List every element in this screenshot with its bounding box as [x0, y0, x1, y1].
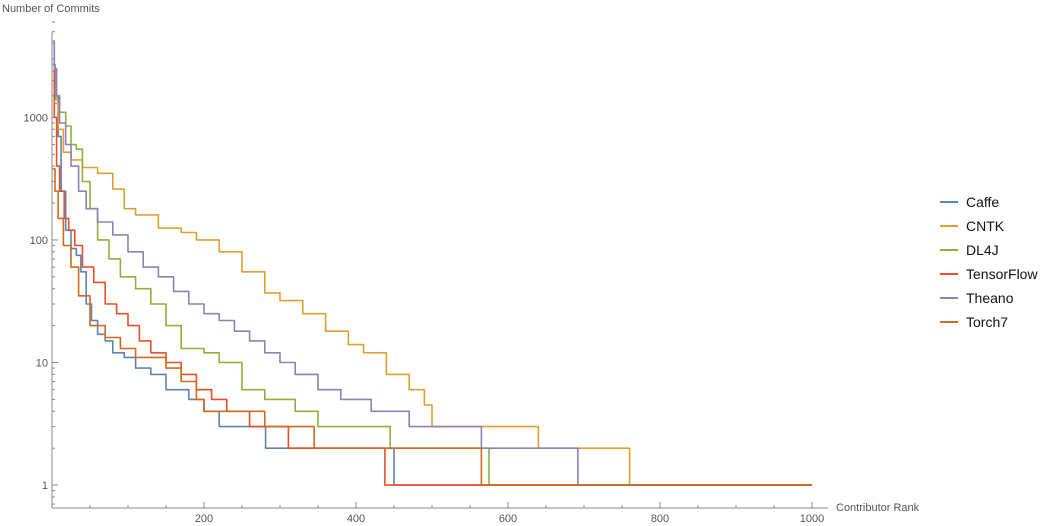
legend-label-theano: Theano	[966, 290, 1014, 306]
series-line-cntk	[52, 79, 812, 486]
legend-label-torch7: Torch7	[966, 314, 1008, 330]
x-tick-label: 200	[195, 513, 213, 525]
y-tick-label: 1	[42, 480, 48, 492]
series-line-tensorflow	[52, 70, 812, 486]
series-line-dl4j	[52, 95, 812, 486]
axes: 1 10 100 1000 200 400 600 800 1000	[24, 21, 828, 525]
legend-label-dl4j: DL4J	[966, 242, 999, 258]
legend-label-cntk: CNTK	[966, 218, 1005, 234]
series-line-theano	[52, 40, 812, 486]
legend-label-tensorflow: TensorFlow	[966, 266, 1038, 282]
y-tick-label: 100	[30, 235, 48, 247]
x-tick-label: 800	[651, 513, 669, 525]
y-tick-label: 10	[36, 358, 48, 370]
legend: Caffe CNTK DL4J TensorFlow Theano Torch7	[940, 194, 1038, 330]
series-line-caffe	[52, 63, 812, 486]
x-tick-label: 400	[347, 513, 365, 525]
x-axis-title: Contributor Rank	[836, 502, 920, 514]
x-tick-label: 1000	[800, 513, 824, 525]
series-layer	[52, 40, 812, 486]
y-tick-label: 1000	[24, 112, 48, 124]
y-axis-title: Number of Commits	[2, 3, 100, 15]
x-tick-label: 600	[499, 513, 517, 525]
series-line-torch7	[52, 168, 812, 486]
legend-label-caffe: Caffe	[966, 194, 999, 210]
